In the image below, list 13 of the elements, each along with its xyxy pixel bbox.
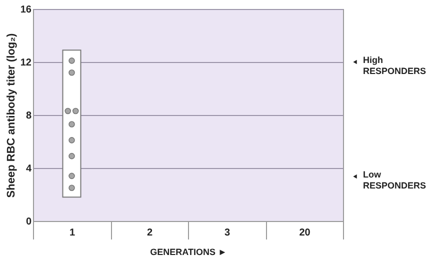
y-tick-label: 8: [26, 110, 32, 122]
y-tick-label: 4: [26, 164, 32, 174]
text: Low RESPONDERS: [363, 169, 426, 190]
y-tick-label: 16: [20, 4, 32, 16]
x-tick-label: 20: [299, 228, 311, 238]
y-tick-label: 12: [20, 58, 32, 68]
text: High RESPONDERS: [363, 55, 426, 76]
x-axis-title: GENERATIONS ►: [150, 247, 227, 257]
x-tick-label: 1: [69, 228, 76, 238]
x-tick-label: 2: [146, 228, 153, 238]
x-tick-label: 3: [224, 228, 230, 238]
y-axis-title: Sheep RBC antibody titer (log₂): [5, 32, 18, 198]
y-tick-label: 0: [26, 216, 32, 228]
